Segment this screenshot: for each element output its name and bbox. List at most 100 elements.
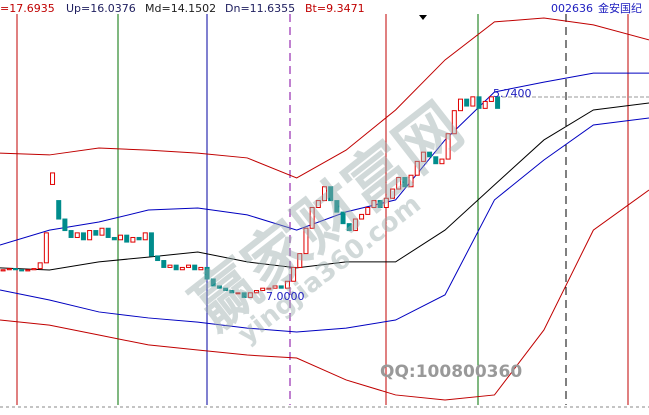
bands [0,17,649,401]
candle-body [31,268,37,271]
candle-body [371,200,377,208]
candle-body [260,287,266,292]
candle-body [0,269,6,272]
candle-body [43,232,49,264]
candle-body [476,96,482,109]
candle-body [148,232,154,257]
candle-body [488,96,494,102]
price-label: 5.7400 [493,87,532,100]
candle-body [173,264,179,271]
candle-body [161,260,167,268]
header-item: Up=16.0376 [66,2,136,15]
candle-body [229,290,235,294]
watermark-site: 赢家财富网 [179,90,477,345]
candle-body [186,264,192,268]
candle-body [433,156,439,165]
candle-body [451,110,457,135]
candle-body [334,200,340,213]
candle-body [105,227,111,238]
candle-body [167,264,173,268]
band-line [0,17,649,179]
candle-body [284,280,290,289]
band-line [0,189,649,401]
candle-body [87,230,93,241]
candle-body [377,200,383,208]
candle-body [464,98,470,107]
candle-body [198,266,204,271]
candle-body [346,223,352,232]
candle-body [315,200,321,208]
candle-body [322,186,327,202]
candle-body [266,287,272,290]
header-item: Dn=11.6355 [225,2,295,15]
candle-body [470,96,476,107]
candle-body [68,230,74,238]
price-label: 7.0000 [266,290,305,303]
stock-code: 002636 [551,2,593,15]
candle-body [19,269,25,272]
candle-body [414,160,420,176]
watermark-qq: QQ:100800360 [380,362,522,382]
candle-body [99,227,105,236]
candle-body [402,177,408,188]
candle-body [396,177,402,190]
candle-body [408,174,414,188]
candle-body [12,268,18,271]
candle-body [340,211,346,225]
candle-body [420,151,426,162]
candle-body [204,266,210,280]
candle-body [297,253,303,268]
candle-body [389,188,395,199]
candle-body [50,172,56,185]
candle-body [272,285,278,289]
candle-body [247,292,253,298]
header-item: Md=14.1502 [145,2,216,15]
header-item: =17.6935 [0,2,55,15]
candle-body [62,218,68,232]
candle-body [6,268,12,271]
band-line [0,117,649,333]
candle-body [495,96,501,109]
candle-body [179,266,185,271]
candle-body [118,234,124,241]
candle-body [216,285,222,289]
candle-body [457,98,463,112]
candle-body [352,218,358,232]
candle-body [445,133,451,160]
candle-body [241,292,247,298]
candle-body [136,236,142,241]
candle-body [124,234,130,243]
candle-body [25,269,31,272]
header: =17.6935 Up=16.0376 Md=14.1502 Dn=11.6355 Bt… [0,2,365,15]
candle-body [235,292,241,295]
band-line [0,102,649,271]
candle-body [80,232,86,241]
period-lines [0,14,649,408]
candle-body [142,232,148,241]
candle-body [93,230,99,236]
candle-body [223,287,229,292]
candle-body [254,290,260,294]
candle-body [482,100,488,109]
candle-body [37,262,43,270]
candle-body [155,255,161,262]
band-line [0,72,649,246]
candle-body [56,200,62,220]
candle-body [309,207,315,229]
stock-name: 金安国纪 [598,1,642,15]
candle-body [383,197,389,208]
candle-body [278,285,284,289]
candle-body [111,236,117,241]
candles [0,96,501,298]
candle-body [303,227,309,255]
candle-body [130,236,136,243]
candle-body [328,186,334,202]
candle-body [439,158,445,165]
candle-body [427,151,433,158]
cursor-marker [419,15,427,20]
header-item: Bt=9.3471 [305,2,365,15]
candle-body [365,207,371,215]
candle-body [291,266,297,282]
candle-body [74,232,80,238]
